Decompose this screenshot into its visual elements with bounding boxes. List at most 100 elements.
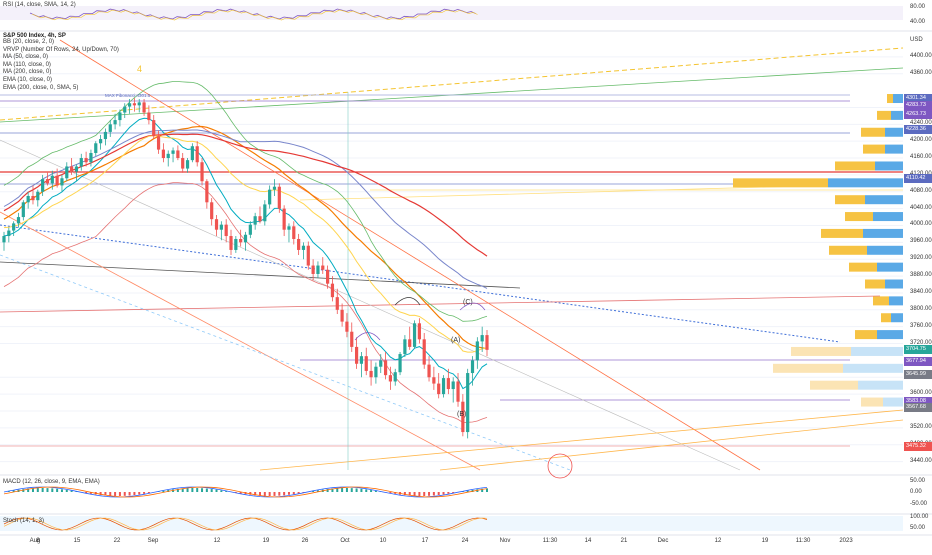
candle-body [12,223,15,230]
macd-histogram-bar [191,488,193,492]
candle-body [456,381,459,401]
date-tick: 17 [422,538,429,544]
candle-body [283,209,286,230]
macd-histogram-bar [56,489,58,492]
candle-body [423,339,426,364]
candle-body [31,196,34,200]
stoch-tick: 100.00 [910,514,928,520]
macd-histogram-bar [187,488,189,492]
candle-body [171,150,174,153]
candle-body [17,217,20,223]
candle-body [307,246,310,266]
date-tick: 21 [621,538,628,544]
macd-histogram-bar [129,492,131,496]
candle-body [51,176,54,184]
price-tick: 3840.00 [910,289,932,295]
macd-histogram-bar [293,492,295,494]
indicator-bb[interactable]: BB (20, close, 2, 0) [3,39,119,47]
vp-bar-up [773,364,843,373]
price-tick: 3760.00 [910,323,932,329]
macd-histogram-bar [119,492,121,496]
candle-body [297,239,300,250]
indicator-ma50[interactable]: MA (50, close, 0) [3,54,119,62]
candle-body [36,192,39,200]
candle-body [234,239,237,250]
price-tick: 4400.00 [910,53,932,59]
macd-histogram-bar [114,492,116,496]
candle-body [220,225,223,230]
macd-histogram-bar [42,488,44,492]
price-tick: 4160.00 [910,154,932,160]
macd-histogram-bar [428,492,430,496]
candle-body [432,377,435,383]
vp-bar-up [821,229,863,238]
date-tick: 12 [715,538,722,544]
candle-body [413,323,416,347]
macd-histogram-bar [351,488,353,492]
candle-body [104,132,107,139]
wave-label-a: (A) [451,337,460,344]
candle-body [331,284,334,297]
candle-body [312,266,315,274]
candle-body [249,225,252,235]
candle-body [89,153,92,162]
candle-body [427,365,430,378]
price-tick: 3960.00 [910,238,932,244]
date-tick: 11:30 [543,538,558,544]
macd-histogram-bar [346,488,348,492]
macd-histogram-bar [418,492,420,496]
candle-body [60,178,63,185]
vp-bar-down [877,263,903,272]
vp-bar-down [885,128,903,137]
vp-bar-up [791,347,851,356]
vp-bar-up [810,381,858,390]
indicator-legend: S&P 500 Index, 4h, SP BB (20, close, 2, … [3,33,119,92]
candle-body [418,323,421,339]
vp-bar-up [733,178,828,187]
indicator-ema10[interactable]: EMA (10, close, 0) [3,77,119,85]
indicator-ma110[interactable]: MA (110, close, 0) [3,62,119,70]
candle-body [215,219,218,230]
macd-histogram-bar [433,492,435,495]
macd-histogram-bar [269,492,271,496]
macd-label: MACD (12, 26, close, 9, EMA, EMA) [3,479,100,485]
price-tag: 4110.42 [904,174,932,183]
price-tick: 4200.00 [910,137,932,143]
macd-histogram-bar [196,488,198,492]
vp-bar-up [861,398,883,407]
wave-label-b: (B) [457,411,466,418]
macd-histogram-bar [216,490,218,492]
candle-body [80,158,83,166]
candle-body [41,179,44,192]
date-tick: 26 [302,538,309,544]
vp-bar-up [861,128,885,137]
candle-body [200,162,203,181]
macd-histogram-bar [341,488,343,492]
candle-body [186,160,189,168]
candle-body [22,202,25,217]
macd-histogram-bar [365,489,367,492]
price-tag: 3704.75 [904,345,932,354]
candle-body [99,139,102,143]
macd-histogram-bar [360,489,362,492]
vp-bar-down [875,161,903,170]
macd-histogram-bar [71,491,73,492]
candle-body [27,196,30,202]
indicator-vrvp[interactable]: VRVP (Number Of Rows, 24, Up/Down, 70) [3,47,119,55]
indicator-ema200[interactable]: EMA (200, close, 0, SMA, 5) [3,85,119,93]
macd-histogram-bar [66,490,68,492]
candle-body [278,187,281,209]
price-tag: 3567.68 [904,403,932,412]
vp-bar-down [893,94,903,103]
candle-body [384,360,387,375]
candle-body [239,239,242,242]
indicator-ma200[interactable]: MA (200, close, 0) [3,69,119,77]
candle-body [442,378,445,394]
candle-body [355,347,358,364]
macd-histogram-bar [211,489,213,492]
price-tick: 4080.00 [910,188,932,194]
stoch-label: Stoch (14, 1, 3) [3,518,44,524]
candle-body [2,236,5,242]
